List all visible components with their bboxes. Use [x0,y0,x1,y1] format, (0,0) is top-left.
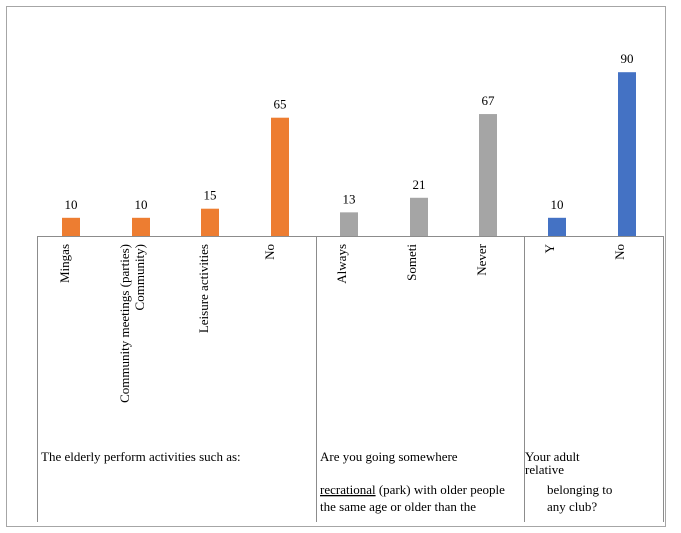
group-label-recreational-line-3: the same age or older than the [320,499,476,514]
bar-recreational-someti [410,197,428,236]
value-label-club-no: 90 [621,51,634,66]
bar-club-y [548,217,566,236]
value-label-recreational-never: 67 [482,93,496,108]
category-label-recreational-always: Always [334,244,349,284]
bars [62,72,636,236]
bar-activities-mingas [62,217,80,236]
value-label-activities-community-meetings-parties-community: 10 [135,197,148,212]
bar-activities-leisure-activities [201,208,219,236]
chart-border [6,6,666,527]
labels: 10 Mingas 10 Community meetings (parties)Co… [41,51,634,514]
group-label-activities-line-1: The elderly perform activities such as: [41,449,241,464]
value-label-activities-no: 65 [274,97,287,112]
group-label-club-line-3: belonging to [547,482,612,497]
category-label-activities-leisure-activities: Leisure activities [196,244,211,333]
group-label-recreational-line-1: Are you going somewhere [320,449,458,464]
value-label-recreational-someti: 21 [413,177,426,192]
bar-activities-community-meetings-parties-community [132,217,150,236]
category-label-activities-community-meetings-parties-community: Community meetings (parties)Community) [117,244,147,403]
value-label-club-y: 10 [551,197,564,212]
category-grid [37,236,664,522]
category-label-recreational-someti: Someti [404,244,419,281]
category-label-activities-no: No [262,244,277,260]
category-label-recreational-never: Never [474,243,489,275]
category-label-activities-mingas: Mingas [57,244,72,283]
bar-recreational-always [340,212,358,236]
category-label-club-y: Y [542,243,557,253]
value-label-activities-leisure-activities: 15 [204,188,217,203]
value-label-recreational-always: 13 [343,191,356,206]
value-label-activities-mingas: 10 [65,197,78,212]
category-label-club-no: No [612,244,627,260]
bar-activities-no [271,117,289,236]
group-label-club-line-2: relative [525,462,564,477]
group-label-recreational-line-2: recrational (park) with older people [320,482,505,497]
group-label-club-line-4: any club? [547,499,597,514]
bar-recreational-never [479,114,497,236]
bar-club-no [618,72,636,236]
group-label-club-line-1: Your adult [525,449,580,464]
